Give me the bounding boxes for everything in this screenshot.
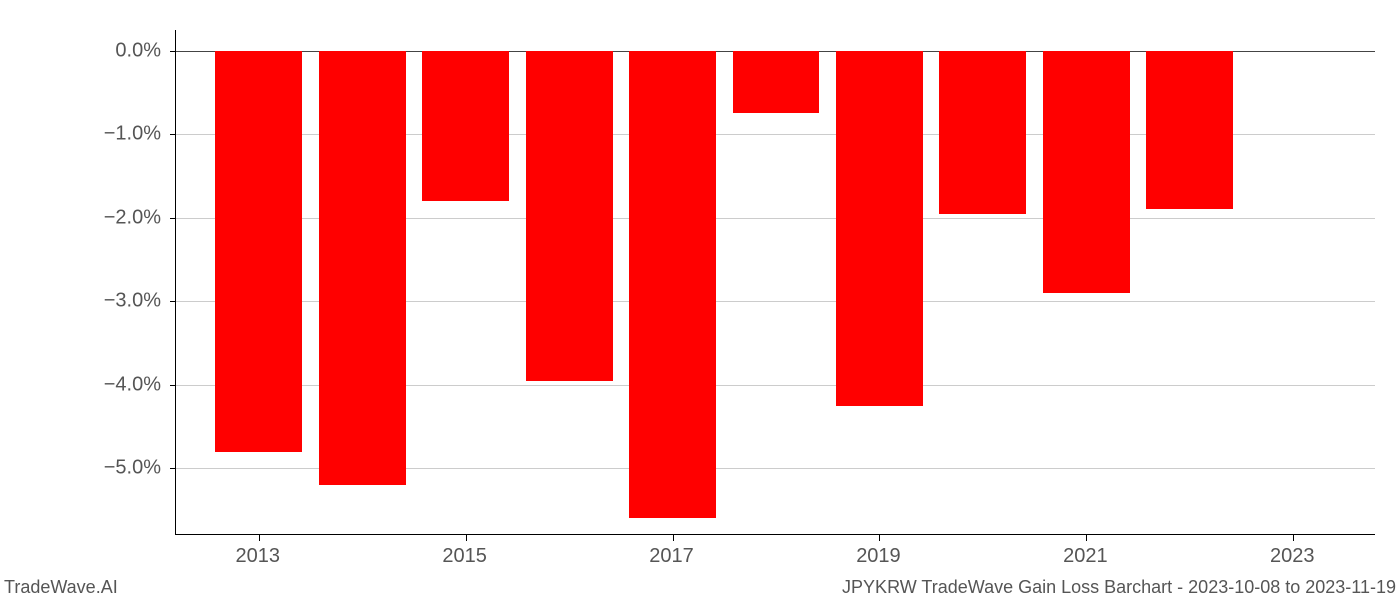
bar (526, 51, 613, 381)
chart-container: TradeWave.AI JPYKRW TradeWave Gain Loss … (0, 0, 1400, 600)
bar (733, 51, 820, 114)
y-tick-label: 0.0% (0, 39, 161, 62)
x-tick (259, 535, 260, 541)
footer-left-label: TradeWave.AI (4, 577, 118, 598)
bar (629, 51, 716, 518)
x-tick (1086, 535, 1087, 541)
bar (836, 51, 923, 406)
x-tick (673, 535, 674, 541)
x-tick (1293, 535, 1294, 541)
x-tick-label: 2019 (856, 545, 901, 568)
bar (1146, 51, 1233, 210)
y-tick-label: −1.0% (0, 123, 161, 146)
x-tick-label: 2017 (649, 545, 694, 568)
y-tick (170, 218, 176, 219)
footer-right-label: JPYKRW TradeWave Gain Loss Barchart - 20… (842, 577, 1396, 598)
x-tick (466, 535, 467, 541)
x-tick-label: 2021 (1063, 545, 1108, 568)
bar (422, 51, 509, 201)
bar (319, 51, 406, 485)
x-tick (879, 535, 880, 541)
y-tick-label: −3.0% (0, 290, 161, 313)
x-tick-label: 2015 (442, 545, 487, 568)
y-tick (170, 301, 176, 302)
y-tick (170, 385, 176, 386)
y-tick (170, 134, 176, 135)
bar (215, 51, 302, 452)
y-tick (170, 468, 176, 469)
bar (939, 51, 1026, 214)
x-tick-label: 2023 (1270, 545, 1315, 568)
x-tick-label: 2013 (236, 545, 281, 568)
y-tick-label: −2.0% (0, 206, 161, 229)
y-tick-label: −4.0% (0, 373, 161, 396)
plot-area (175, 30, 1375, 535)
y-tick (170, 51, 176, 52)
bar (1043, 51, 1130, 293)
y-tick-label: −5.0% (0, 457, 161, 480)
